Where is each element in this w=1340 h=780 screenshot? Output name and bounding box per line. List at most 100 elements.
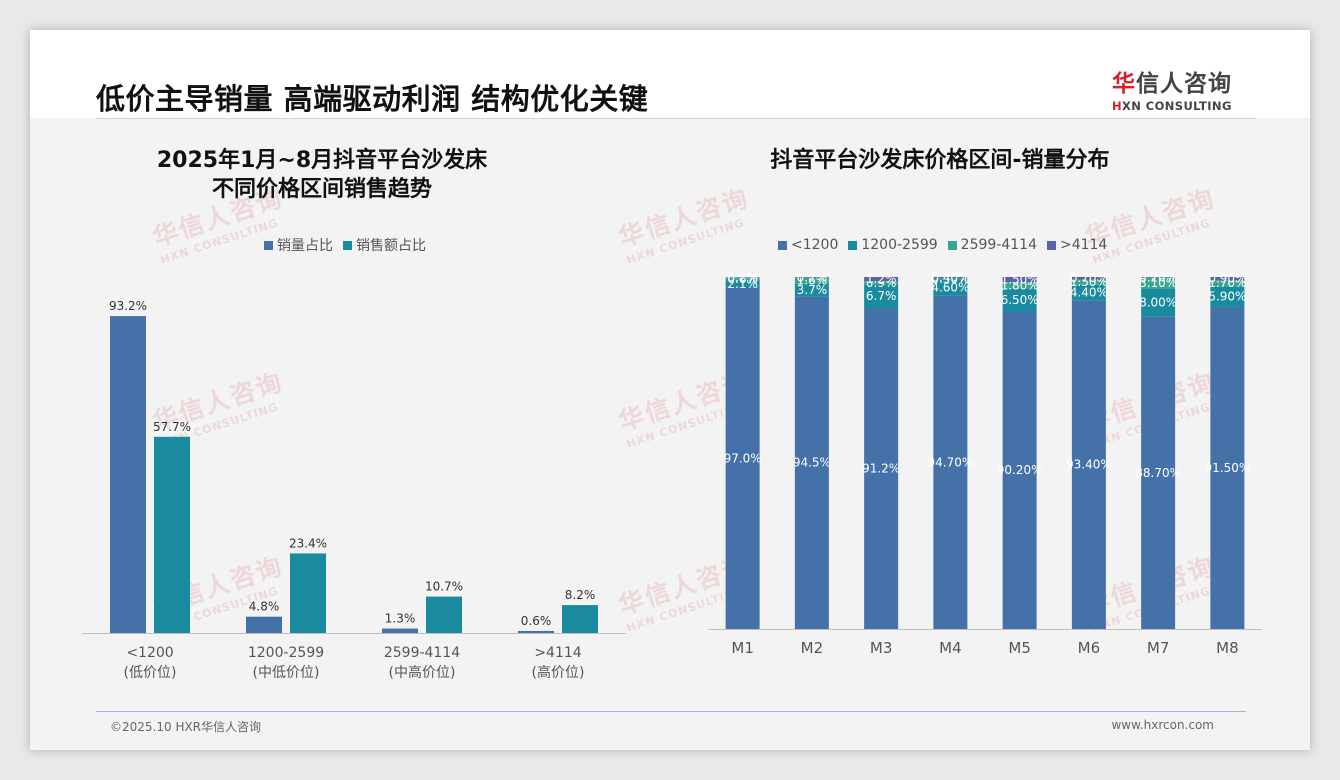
stacked-bar-segment	[1002, 282, 1037, 289]
segment-value-label: 88.70%	[1135, 466, 1181, 480]
legend-label: 销售额占比	[356, 238, 426, 254]
x-tick-sublabel: (中高价位)	[389, 664, 456, 681]
page-title: 低价主导销量 高端驱动利润 结构优化关键	[96, 82, 649, 116]
footer-divider	[96, 711, 1246, 712]
segment-value-label: 91.50%	[1204, 461, 1250, 475]
bar	[426, 596, 462, 633]
stacked-bar-segment	[1141, 288, 1176, 317]
x-tick-label: M4	[939, 639, 962, 657]
segment-value-label: 94.5%	[793, 456, 831, 470]
stacked-bar-segment	[1141, 277, 1176, 289]
x-tick-label: 2599-4114	[384, 645, 460, 661]
stacked-bar-segment	[725, 278, 760, 281]
slide: 华信人咨询 HXN CONSULTING 华信人咨询 HXN CONSULTING …	[30, 30, 1310, 750]
stacked-bar-segment	[1071, 279, 1106, 285]
stacked-bar-segment	[725, 280, 760, 288]
segment-value-label: 4.40%	[1070, 285, 1108, 299]
x-tick-label: M1	[731, 639, 754, 657]
bar	[110, 316, 146, 633]
segment-value-label: 4.60%	[931, 281, 969, 295]
stacked-bar-segment	[794, 277, 829, 278]
segment-value-label: 91.2%	[862, 461, 900, 475]
bar-value-label: 8.2%	[565, 588, 596, 602]
legend-swatch	[848, 240, 858, 250]
segment-value-label: 97.0%	[724, 451, 762, 465]
stacked-bar-segment	[1002, 288, 1037, 312]
x-tick-label: >4114	[534, 645, 581, 661]
bar-value-label: 93.2%	[109, 299, 147, 313]
legend-item: <1200	[778, 237, 838, 253]
stacked-bar-segment	[864, 284, 899, 308]
stacked-bar-segment	[1210, 286, 1245, 307]
right-chart-legend: <1200 1200-2599 2599-4114 >4114	[778, 237, 1117, 253]
x-tick-sublabel: (中低价位)	[253, 665, 320, 681]
bar	[246, 616, 282, 633]
right-chart-title: 抖音平台沙发床价格区间-销量分布	[770, 148, 1110, 173]
stacked-bar-segment	[794, 277, 829, 284]
legend-swatch	[778, 240, 787, 250]
legend-label: >4114	[1059, 237, 1108, 253]
x-tick-label: M6	[1078, 639, 1101, 657]
stacked-bar-segment	[864, 277, 899, 282]
legend-item: 2599-4114	[947, 237, 1037, 253]
segment-value-label: 3.7%	[797, 283, 828, 297]
stacked-bar-segment	[1071, 300, 1106, 629]
legend-label: <1200	[791, 237, 839, 253]
stacked-bar-segment	[1071, 277, 1106, 280]
stacked-bar-segment	[1071, 284, 1106, 301]
left-bar-chart: 93.2% 57.7% <1200 (低价位) 4.8% 23.4% 1200-2599 (中…	[82, 299, 626, 681]
stacked-bar-segment	[794, 296, 829, 629]
segment-value-label: 6.50%	[1001, 293, 1039, 307]
left-chart-legend: 销量占比 销售额占比	[264, 235, 436, 255]
segment-value-label: 3.10%	[1139, 276, 1177, 290]
segment-value-label: 6.7%	[866, 289, 897, 303]
legend-item: >4114	[1046, 237, 1108, 253]
legend-swatch	[264, 240, 273, 250]
x-tick-label: M7	[1147, 639, 1170, 657]
x-tick-label: 1200-2599	[248, 645, 324, 661]
footer-website: www.hxrcon.com	[1111, 718, 1214, 732]
segment-value-label: 93.40%	[1066, 458, 1112, 472]
bar	[154, 436, 190, 633]
stacked-bar-segment	[933, 279, 968, 296]
right-stacked-bar-chart: 97.0%2.1%0.6%0.2%M194.5%3.7%1.6%0.2%M291…	[708, 270, 1262, 657]
x-tick-label: M3	[870, 639, 893, 657]
header-band	[30, 30, 1310, 118]
logo-en-prefix: H	[1112, 99, 1123, 113]
header-divider	[96, 118, 1256, 119]
segment-value-label: 0.30%	[931, 272, 969, 286]
segment-value-label: 0.90%	[1208, 272, 1246, 286]
x-tick-label: <1200	[126, 645, 173, 661]
segment-value-label: 8.00%	[1139, 296, 1177, 310]
legend-item: 销售额占比	[343, 235, 426, 255]
stacked-bar-segment	[1002, 277, 1037, 283]
legend-label: 1200-2599	[861, 237, 938, 253]
stacked-bar-segment	[725, 287, 760, 629]
legend-item: 1200-2599	[848, 237, 938, 253]
bar	[290, 553, 326, 633]
bar	[382, 628, 418, 633]
stacked-bar-segment	[1141, 316, 1176, 629]
stacked-bar-segment	[1002, 311, 1037, 629]
x-tick-label: M8	[1216, 639, 1239, 657]
legend-label: 销量占比	[277, 238, 333, 254]
legend-item: 销量占比	[264, 235, 333, 255]
company-logo: 华信人咨询 HXN CONSULTING	[1112, 64, 1242, 113]
bar-value-label: 0.6%	[521, 614, 552, 628]
logo-cn-prefix: 华	[1112, 71, 1136, 97]
bar-value-label: 4.8%	[249, 600, 280, 614]
stacked-bar-segment	[864, 281, 899, 285]
legend-swatch	[1046, 240, 1056, 250]
stacked-bar-segment	[1210, 280, 1245, 287]
left-chart-title: 2025年1月~8月抖音平台沙发床 不同价格区间销售趋势	[122, 146, 522, 204]
x-tick-sublabel: (高价位)	[532, 664, 585, 681]
segment-value-label: 0.20%	[1139, 270, 1177, 284]
segment-value-label: 1.50%	[1001, 273, 1039, 287]
bar-value-label: 1.3%	[385, 612, 416, 626]
segment-value-label: 2.1%	[727, 277, 758, 291]
left-chart-title-line1: 2025年1月~8月抖音平台沙发床	[156, 148, 488, 173]
logo-cn-suffix: 信人咨询	[1136, 71, 1232, 97]
stacked-bar-segment	[864, 307, 899, 629]
bar-value-label: 23.4%	[289, 536, 327, 550]
stacked-bar-segment	[933, 278, 968, 280]
